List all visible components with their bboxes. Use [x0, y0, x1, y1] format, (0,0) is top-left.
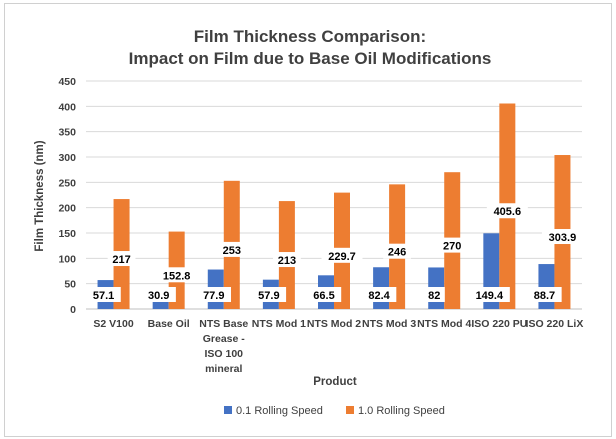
y-tick-label: 300: [58, 152, 76, 164]
y-tick-label: 0: [70, 304, 76, 316]
data-label-box: [438, 237, 467, 253]
data-label-box: [361, 287, 397, 302]
data-label-box: [527, 287, 562, 302]
chart-title-line: Film Thickness Comparison:: [194, 27, 426, 46]
data-label: 217: [112, 254, 130, 266]
legend: 0.1 Rolling Speed 1.0 Rolling Speed: [224, 405, 445, 417]
chart-title-line: Impact on Film due to Base Oil Modificat…: [129, 49, 492, 68]
data-label-box: [107, 251, 136, 267]
data-label-box: [156, 267, 198, 283]
data-label-box: [86, 287, 121, 302]
y-tick-label: 450: [58, 76, 76, 88]
y-tick-label: 400: [58, 101, 76, 113]
data-label-box: [486, 203, 528, 219]
y-tick-label: 100: [58, 253, 76, 265]
y-tick-label: 350: [58, 127, 76, 139]
data-label-box: [321, 247, 363, 263]
data-label: 82.4: [368, 290, 390, 302]
x-category-label: NTS Base: [199, 318, 248, 330]
legend-label: 0.1 Rolling Speed: [236, 405, 323, 417]
x-category-label: Base Oil: [148, 318, 190, 330]
legend-label: 1.0 Rolling Speed: [358, 405, 445, 417]
data-label-box: [272, 252, 301, 268]
x-category-label: NTS Mod 4: [417, 318, 471, 330]
data-label: 57.9: [258, 290, 279, 302]
data-label-box: [468, 287, 510, 302]
y-tick-label: 50: [64, 279, 76, 291]
y-tick-label: 250: [58, 177, 76, 189]
data-label: 30.9: [148, 290, 169, 302]
y-axis-ticks: 0 50 100 150 200 250 300 350 400 450: [58, 76, 76, 316]
y-tick-label: 150: [58, 228, 76, 240]
chart-title: Film Thickness Comparison: Impact on Film…: [129, 27, 492, 68]
data-label-box: [423, 287, 445, 302]
data-label-box: [196, 287, 231, 302]
y-axis-label: Film Thickness (nm): [34, 140, 46, 251]
bar-slow: [538, 264, 555, 309]
legend-swatch: [346, 406, 354, 414]
data-label: 66.5: [313, 290, 334, 302]
x-category-label: NTS Mod 1: [252, 318, 306, 330]
x-category-label: ISO 220 LiX: [526, 318, 584, 330]
data-label-box: [251, 287, 287, 302]
y-tick-label: 200: [58, 203, 76, 215]
data-label-box: [306, 287, 342, 302]
x-axis-label: Product: [313, 376, 357, 388]
data-label: 149.4: [476, 290, 504, 302]
data-label-box: [383, 243, 412, 259]
x-category-label: NTS Mod 2: [307, 318, 361, 330]
data-label-box: [141, 287, 176, 302]
data-label: 152.8: [163, 270, 191, 282]
x-category-label: Grease -: [203, 333, 246, 345]
data-label: 229.7: [328, 251, 356, 263]
data-label-box: [541, 229, 583, 245]
x-category-label: ISO 100: [205, 348, 244, 360]
data-label: 77.9: [203, 290, 224, 302]
x-category-label: ISO 220 PU: [471, 318, 527, 330]
data-label: 246: [388, 247, 406, 259]
data-label: 88.7: [534, 290, 555, 302]
data-label: 82: [428, 290, 440, 302]
legend-swatch: [224, 406, 232, 414]
data-label: 405.6: [494, 206, 522, 218]
x-category-label: S2 V100: [93, 318, 133, 330]
data-label: 253: [223, 245, 241, 257]
data-label: 303.9: [549, 232, 577, 244]
data-labels: 57.1 217 30.9 152.8 77.9 253 57.9 213 66.5 229.7 8…: [86, 203, 583, 302]
data-label: 213: [278, 255, 296, 267]
data-label: 57.1: [93, 290, 114, 302]
data-label: 270: [443, 241, 461, 253]
x-category-label: mineral: [205, 363, 242, 375]
data-label-box: [217, 241, 246, 257]
x-axis-categories: S2 V100 Base Oil NTS Base Grease - ISO 100 mi…: [93, 318, 583, 375]
x-category-label: NTS Mod 3: [362, 318, 416, 330]
